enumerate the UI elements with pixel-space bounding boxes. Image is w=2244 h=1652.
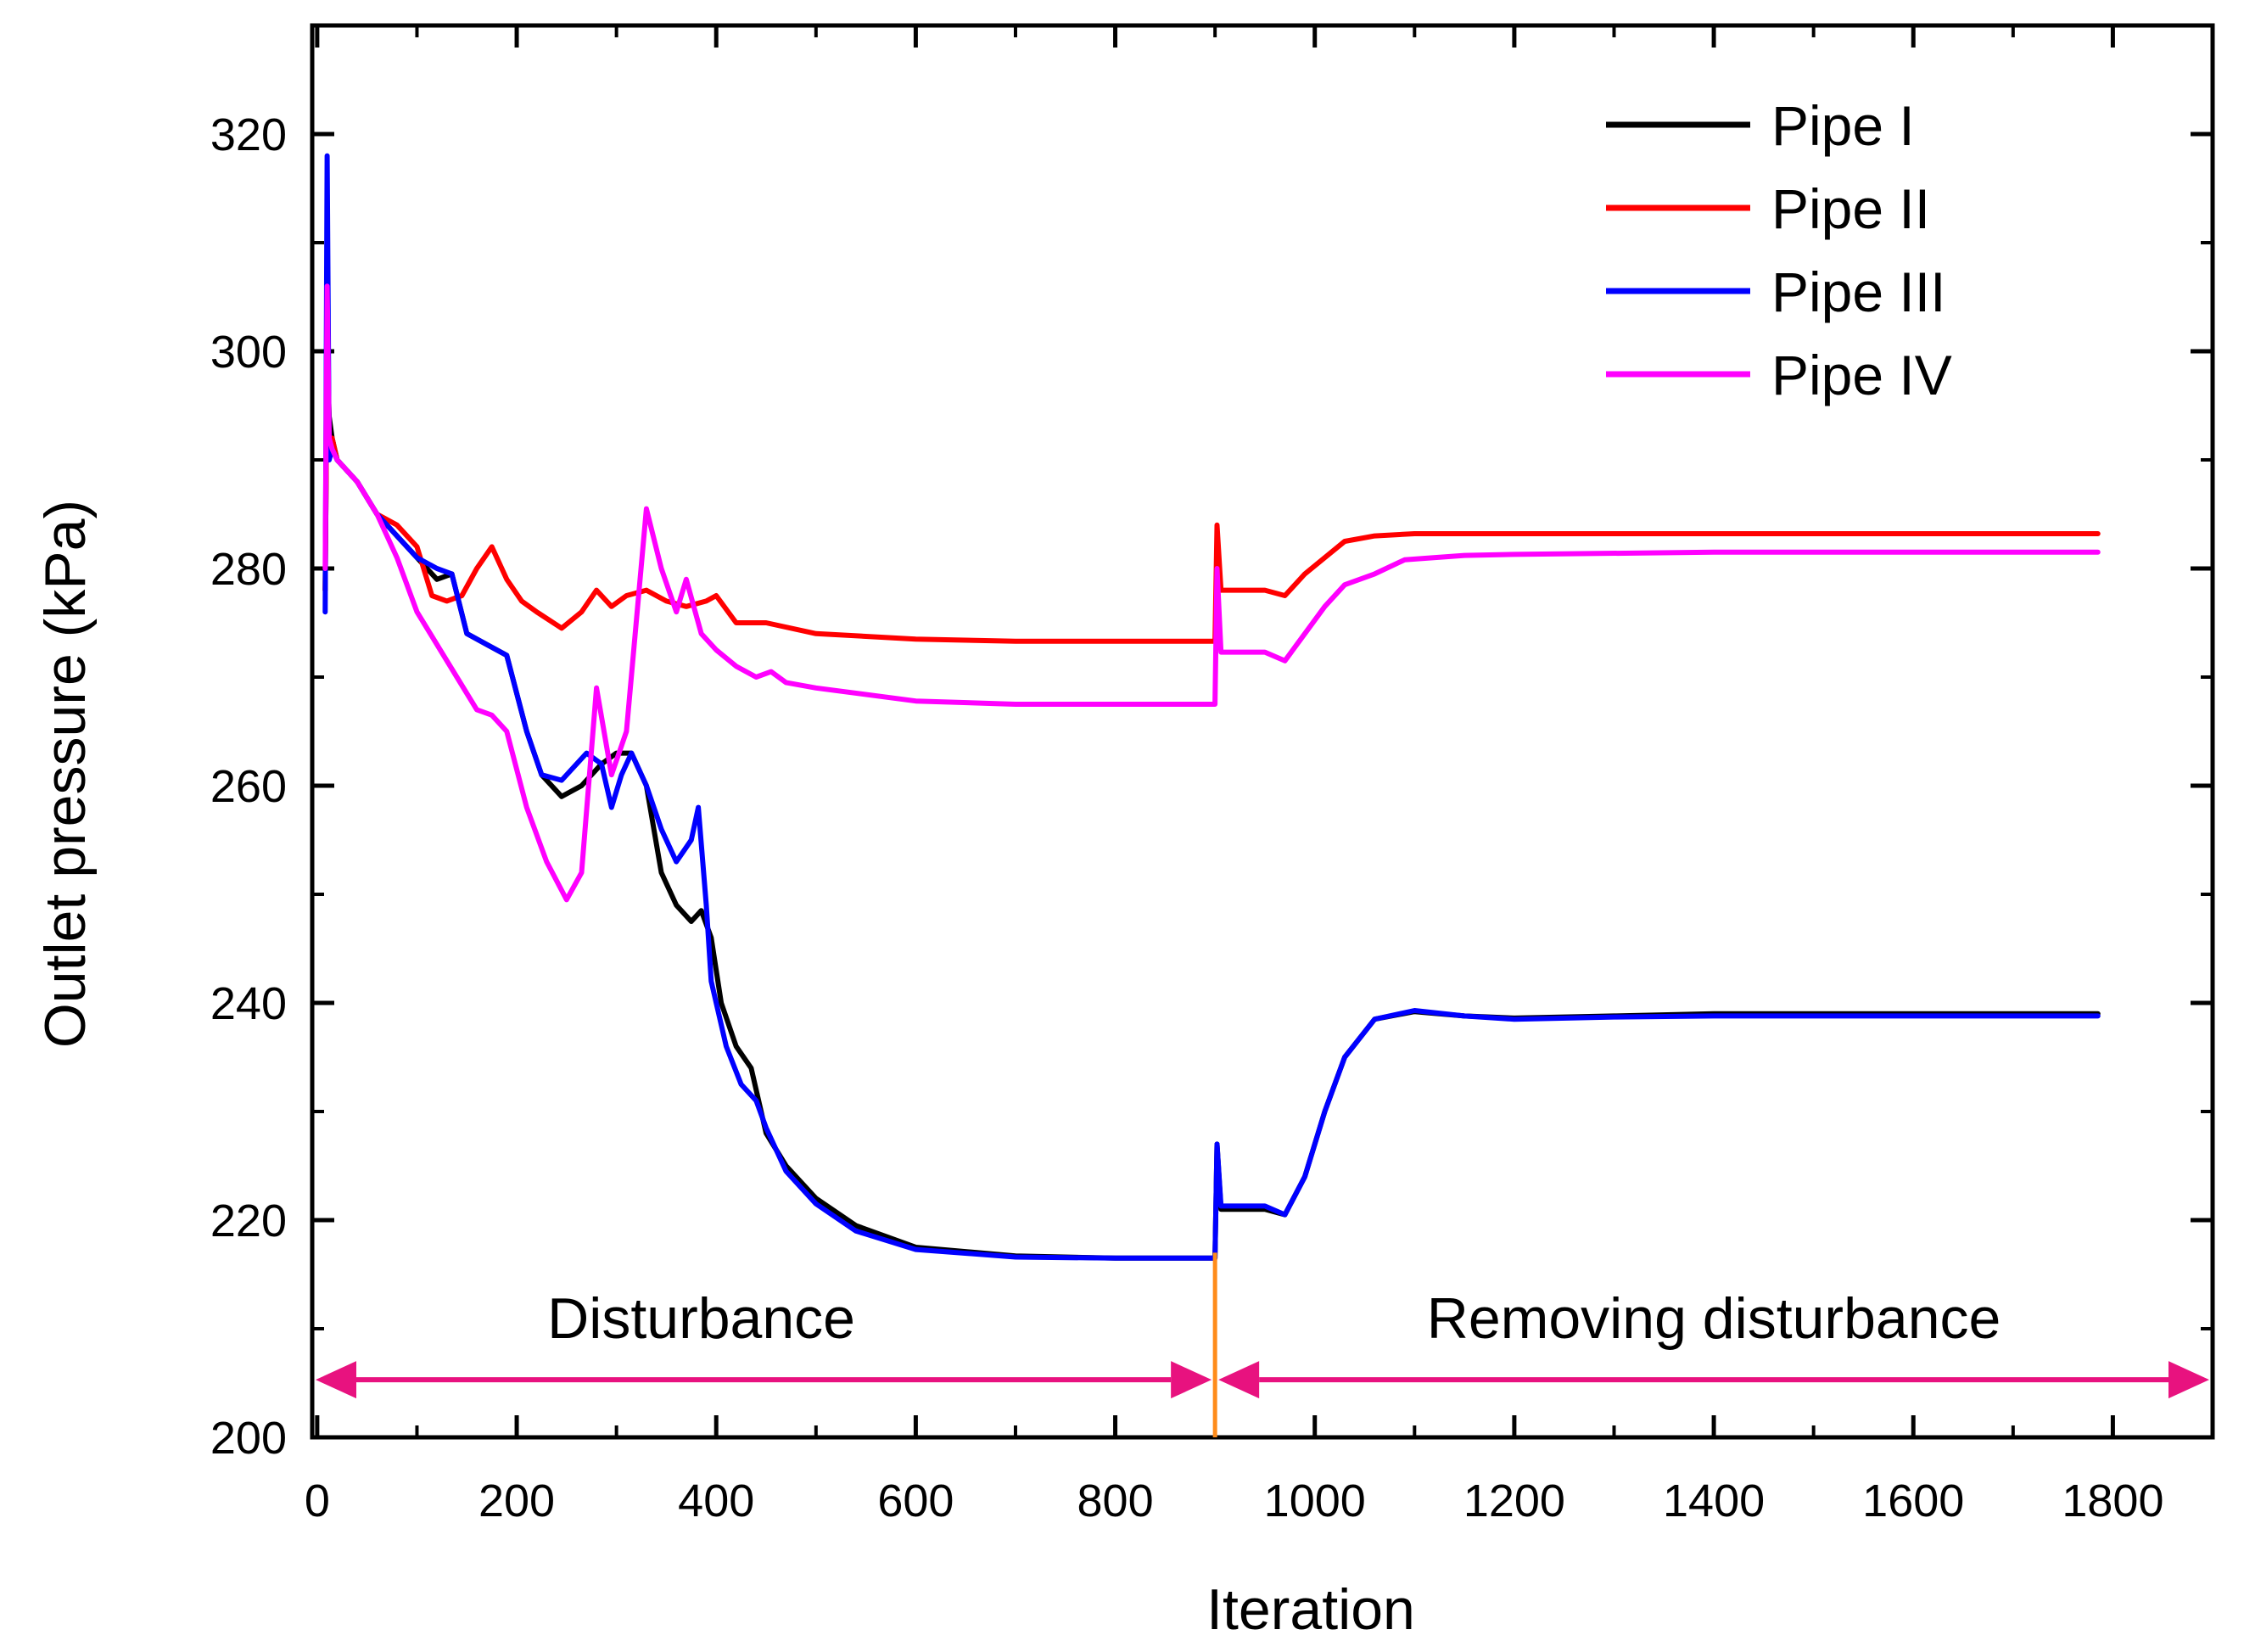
- removing-arrow-head-left: [1218, 1361, 1260, 1399]
- plot-frame: [310, 23, 2215, 1440]
- legend-label-pipe-i: Pipe I: [1771, 94, 1915, 157]
- x-tick-label: 600: [877, 1476, 954, 1526]
- x-tick-label: 1800: [2062, 1476, 2163, 1526]
- y-tick-label: 300: [210, 327, 287, 378]
- y-tick-label: 320: [210, 109, 287, 160]
- x-axis-title: Iteration: [1206, 1577, 1415, 1642]
- series-line-pipe-iii: [322, 153, 2101, 1261]
- removing-disturbance-label: Removing disturbance: [1427, 1286, 2001, 1351]
- legend-label-pipe-iii: Pipe III: [1771, 260, 1945, 323]
- series-line-pipe-ii: [322, 349, 2101, 644]
- y-tick-label: 240: [210, 978, 287, 1029]
- x-tick-label: 1400: [1663, 1476, 1765, 1526]
- removing-arrow-head-right: [2168, 1361, 2209, 1399]
- y-tick-label: 200: [210, 1413, 287, 1464]
- disturbance-arrow-head-left: [316, 1361, 356, 1399]
- series-line-pipe-iv: [322, 283, 2101, 903]
- x-tick-label: 200: [478, 1476, 555, 1526]
- disturbance-label: Disturbance: [547, 1286, 855, 1351]
- y-tick-label: 260: [210, 761, 287, 812]
- legend-label-pipe-iv: Pipe IV: [1771, 344, 1952, 406]
- x-tick-label: 1600: [1862, 1476, 1964, 1526]
- x-tick-label: 400: [678, 1476, 754, 1526]
- series-line-pipe-i: [322, 349, 2101, 1261]
- x-tick-label: 800: [1077, 1476, 1154, 1526]
- axes-group: 0 200 400 600 800 1000 1200 1400 1600 1800 200 220 2…: [210, 23, 2215, 1526]
- y-axis-title: Outlet pressure (kPa): [33, 500, 98, 1048]
- disturbance-arrow-head-right: [1171, 1361, 1212, 1399]
- series-lines: [322, 153, 2101, 1261]
- y-tick-label: 280: [210, 544, 287, 595]
- y-tick-label: 220: [210, 1196, 287, 1246]
- x-tick-label: 1200: [1463, 1476, 1565, 1526]
- x-tick-label: 1000: [1264, 1476, 1366, 1526]
- legend: Pipe I Pipe II Pipe III Pipe IV: [1606, 94, 1952, 406]
- annotations-group: Disturbance Removing disturbance: [316, 1252, 2209, 1437]
- x-tick-label: 0: [305, 1476, 330, 1526]
- legend-label-pipe-ii: Pipe II: [1771, 177, 1930, 240]
